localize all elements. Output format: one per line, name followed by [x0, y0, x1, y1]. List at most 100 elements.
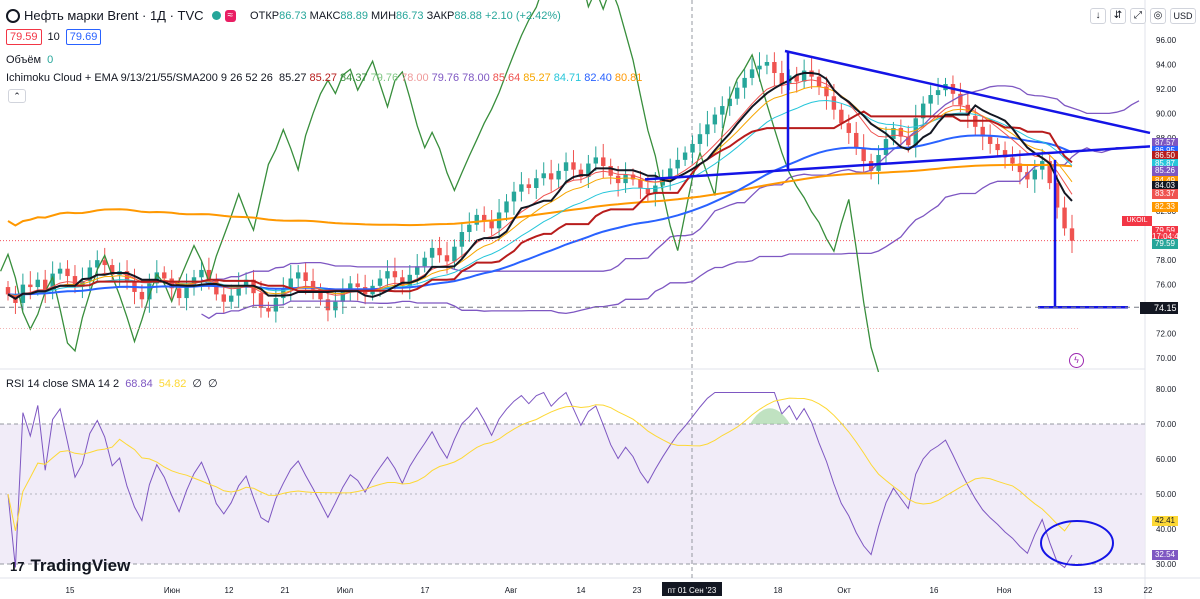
candle-body [1062, 207, 1067, 229]
ohlc-values: ОТКР86.73 МАКС88.89 МИН86.73 ЗАКР88.88 +… [250, 10, 561, 22]
time-tick-label: 21 [281, 586, 290, 595]
candle-body [206, 269, 212, 280]
ichimoku-label: Ichimoku Cloud + EMA 9/13/21/55/SMA200 9… [6, 72, 273, 84]
candle-body [638, 179, 643, 188]
change-value: +2.10 (+2.42%) [484, 9, 561, 22]
candle-body [109, 265, 115, 275]
candle-body [898, 128, 904, 137]
ichimoku-legend[interactable]: Ichimoku Cloud + EMA 9/13/21/55/SMA200 9… [6, 72, 645, 84]
candle-body [1054, 183, 1060, 208]
tradingview-logo: 17 TradingView [10, 556, 130, 576]
ichimoku-value-5: 79.76 [431, 72, 460, 84]
sell-button[interactable]: 79.59 [6, 29, 42, 45]
sma200-line [7, 163, 1073, 227]
candle-body [668, 168, 673, 177]
price-tick-label: 72.00 [1156, 330, 1177, 339]
time-tick-label: 16 [930, 586, 939, 595]
candle-body [57, 268, 63, 274]
chikou-line [0, 0, 880, 373]
candle-body [541, 173, 546, 179]
candle-body [593, 157, 599, 164]
ema9-line [7, 79, 1073, 297]
candle-body [377, 278, 383, 286]
rsi-circle-drawing [1040, 520, 1114, 566]
collapse-legend-icon[interactable]: ⌃ [8, 89, 26, 103]
cloud-lower-line [201, 146, 1139, 320]
price-tick-label: 76.00 [1156, 281, 1177, 290]
ruler-icon[interactable]: ⇵ [1110, 8, 1126, 24]
candle-body [266, 307, 271, 312]
candle-body [839, 109, 844, 124]
horizontal-level-tag[interactable]: 74.15 [1140, 302, 1178, 314]
candle-body [50, 273, 55, 290]
triangle-lower-line [644, 145, 1151, 181]
candle-body [578, 169, 584, 177]
candle-body [28, 284, 33, 288]
candle-body [601, 157, 606, 166]
price-tag: 84.03 [1152, 181, 1178, 192]
rsi-extra-2: ∅ [208, 378, 218, 390]
volume-value: 0 [47, 54, 54, 66]
market-open-icon [211, 11, 221, 20]
rsi-label: RSI 14 close SMA 14 2 [6, 378, 120, 390]
candle-body [920, 103, 926, 119]
flash-icon[interactable]: ϟ [1069, 353, 1084, 368]
close-value: 88.88 [454, 9, 482, 22]
expand-icon[interactable]: ⤢ [1130, 8, 1146, 24]
candle-body [5, 287, 11, 295]
candle-body [563, 162, 569, 171]
time-tick-label: 17 [421, 586, 430, 595]
buy-button[interactable]: 79.69 [65, 29, 102, 45]
ichimoku-value-2: 84.37 [340, 72, 368, 84]
volume-legend[interactable]: Объём 0 [6, 54, 56, 66]
candle-body [511, 191, 517, 202]
ema55-line [7, 134, 1073, 296]
ichimoku-value-9: 84.71 [553, 72, 582, 84]
candle-body [734, 87, 740, 99]
time-tick-label: Ноя [997, 586, 1012, 595]
candle-body [459, 232, 465, 247]
candle-body [65, 268, 70, 277]
crosshair-date-bg [662, 582, 722, 596]
candle-body [288, 278, 293, 289]
candle-body [1010, 157, 1015, 164]
time-tick-label: 14 [577, 586, 586, 595]
time-tick-label: Авг [505, 586, 518, 595]
symbol-title[interactable]: Нефть марки Brent · 1Д · TVC [24, 8, 204, 23]
candle-body [653, 185, 658, 195]
low-label: МИН [371, 9, 397, 22]
candle-body [794, 75, 799, 82]
rsi-tick-label: 50.00 [1156, 490, 1177, 499]
candle-body [548, 173, 554, 180]
price-tag: 85.26 [1152, 166, 1178, 177]
rsi-legend[interactable]: RSI 14 close SMA 14 2 68.84 54.82 ∅ ∅ [6, 377, 221, 390]
candle-body [571, 162, 576, 170]
time-tick-label: 12 [225, 586, 234, 595]
rsi-overbought-fill [750, 408, 790, 424]
candle-body [995, 143, 1000, 151]
ichimoku-value-11: 80.81 [614, 72, 643, 84]
currency-selector[interactable]: USD [1170, 8, 1196, 24]
price-tag: 17:04:43 [1152, 231, 1184, 242]
bid-ask: 79.59 10 79.69 [6, 29, 102, 45]
candle-body [779, 73, 785, 85]
candle-body [534, 178, 539, 188]
candle-body [1047, 161, 1052, 184]
candle-body [102, 260, 107, 266]
open-value: 86.73 [279, 9, 307, 22]
candle-body [139, 291, 145, 300]
ichimoku-value-6: 78.00 [462, 72, 490, 84]
time-tick-label: Июл [337, 586, 354, 595]
ichimoku-value-3: 79.76 [370, 72, 399, 84]
rsi-tag: 32.54 [1152, 550, 1178, 561]
candle-body [980, 126, 985, 137]
time-tick-label: 23 [633, 586, 642, 595]
ichimoku-value-4: 78.00 [401, 72, 429, 84]
candle-body [720, 106, 725, 115]
arrow-down-icon[interactable]: ↓ [1090, 8, 1106, 24]
candle-body [854, 132, 859, 148]
candle-body [504, 201, 509, 213]
candle-body [630, 174, 636, 180]
camera-icon[interactable]: ◎ [1150, 8, 1166, 24]
